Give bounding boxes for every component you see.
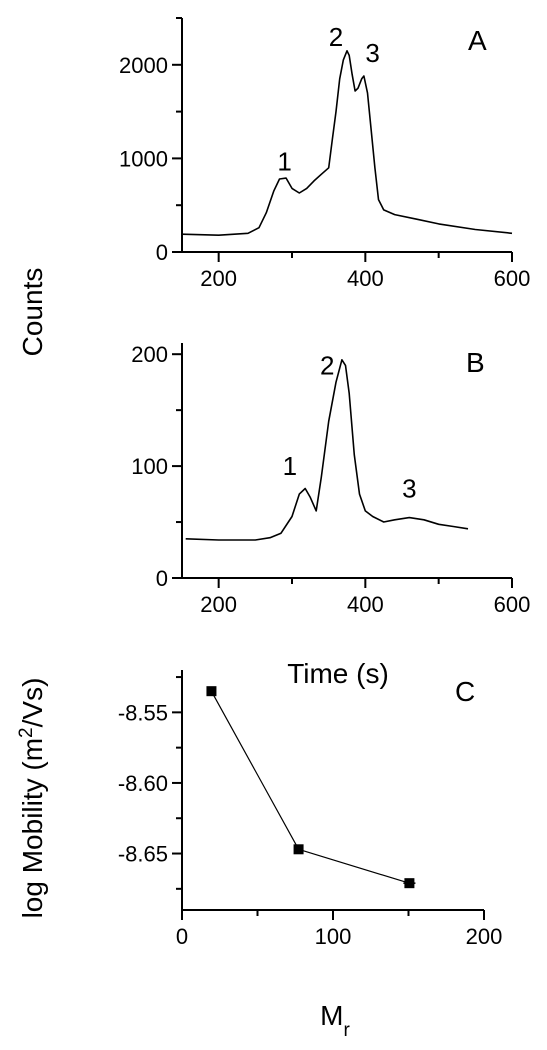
panel-c-x-tick-label: 0 — [176, 924, 188, 949]
panel-b-x-tick-label: 200 — [200, 592, 237, 617]
panel-c-chart: 0 100 200 -8.55 -8.60 -8.65 — [118, 670, 503, 949]
panel-a-x-tick-label: 200 — [200, 266, 237, 291]
panel-a-peak-label: 3 — [365, 38, 379, 68]
panel-b-label: B — [466, 347, 485, 378]
panel-c-xlabel-sub: r — [344, 1020, 351, 1041]
panel-b-x-tick-label: 400 — [347, 592, 384, 617]
panel-c-ylabel-sup: 2 — [16, 727, 37, 738]
panel-c-x-tick-label: 100 — [315, 924, 352, 949]
panel-c-data-point — [206, 686, 217, 697]
panel-c-series-line — [210, 690, 410, 884]
panel-a-peak-label: 1 — [277, 147, 291, 177]
panel-c-ylabel: log Mobility (m2/Vs) — [16, 678, 49, 919]
panel-c-xlabel-main: M — [320, 1000, 343, 1031]
panel-c-data-point — [404, 878, 415, 889]
panel-c-xlabel: Mr — [320, 1000, 350, 1041]
panel-b-chart: 200 400 600 0 100 200 1 2 3 — [131, 342, 530, 617]
panel-a-x-tick-label: 400 — [347, 266, 384, 291]
panel-a-y-tick-label: 1000 — [119, 146, 168, 171]
panel-a-peak-label: 2 — [329, 22, 343, 52]
panel-c-ylabel-main: log Mobility (m — [17, 738, 48, 918]
panel-b-series-line — [185, 358, 469, 541]
panel-b-x-tick-label: 600 — [494, 592, 531, 617]
panel-b-peak-label: 2 — [320, 350, 334, 380]
panel-a-y-tick-label: 2000 — [119, 53, 168, 78]
panel-a-y-tick-label: 0 — [156, 240, 168, 265]
panel-c-data-point — [293, 844, 304, 855]
panel-c-ylabel-tail: /Vs) — [17, 678, 48, 728]
panel-b-y-tick-label: 0 — [156, 566, 168, 591]
panel-a-x-tick-label: 600 — [494, 266, 531, 291]
panel-a-label: A — [468, 25, 487, 56]
panel-a-chart: 200 400 600 0 1000 2000 1 23 — [119, 17, 531, 291]
panel-b-peak-label: 1 — [283, 451, 297, 481]
panel-b-peak-label: 3 — [402, 473, 416, 503]
counts-axis-label: Counts — [17, 268, 48, 357]
panel-c-y-tick-label: -8.65 — [118, 842, 168, 867]
panel-b-y-tick-label: 200 — [131, 342, 168, 367]
panel-b-y-tick-label: 100 — [131, 454, 168, 479]
panel-c-y-tick-label: -8.60 — [118, 771, 168, 796]
time-axis-label: Time (s) — [287, 658, 389, 689]
panel-c-label: C — [455, 676, 475, 707]
panel-a-series-line — [181, 49, 513, 236]
panel-c-y-tick-label: -8.55 — [118, 700, 168, 725]
panel-c-x-tick-label: 200 — [466, 924, 503, 949]
